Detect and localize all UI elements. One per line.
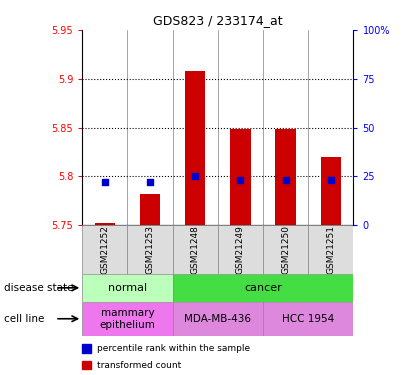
Bar bbox=[185, 71, 206, 225]
Text: transformed count: transformed count bbox=[97, 361, 182, 370]
Bar bbox=[95, 223, 115, 225]
Text: mammary
epithelium: mammary epithelium bbox=[99, 308, 155, 330]
Bar bbox=[82, 225, 127, 274]
Title: GDS823 / 233174_at: GDS823 / 233174_at bbox=[153, 15, 283, 27]
Text: normal: normal bbox=[108, 283, 147, 293]
Text: cell line: cell line bbox=[4, 314, 44, 324]
Bar bbox=[82, 274, 173, 302]
Bar bbox=[173, 274, 353, 302]
Text: disease state: disease state bbox=[4, 283, 74, 293]
Point bbox=[102, 179, 108, 185]
Bar bbox=[321, 157, 341, 225]
Text: GSM21252: GSM21252 bbox=[100, 225, 109, 274]
Text: GSM21253: GSM21253 bbox=[145, 225, 155, 274]
Point bbox=[147, 179, 153, 185]
Bar bbox=[263, 302, 353, 336]
Bar bbox=[173, 302, 263, 336]
Point bbox=[282, 177, 289, 183]
Bar bbox=[173, 225, 218, 274]
Bar bbox=[230, 129, 251, 225]
Point bbox=[328, 177, 334, 183]
Bar bbox=[140, 194, 160, 225]
Point bbox=[237, 177, 244, 183]
Text: GSM21249: GSM21249 bbox=[236, 225, 245, 274]
Bar bbox=[308, 225, 353, 274]
Text: percentile rank within the sample: percentile rank within the sample bbox=[97, 344, 251, 353]
Text: MDA-MB-436: MDA-MB-436 bbox=[184, 314, 252, 324]
Bar bbox=[82, 302, 173, 336]
Text: cancer: cancer bbox=[244, 283, 282, 293]
Text: GSM21250: GSM21250 bbox=[281, 225, 290, 274]
Bar bbox=[275, 129, 296, 225]
Text: GSM21248: GSM21248 bbox=[191, 225, 200, 274]
Text: HCC 1954: HCC 1954 bbox=[282, 314, 335, 324]
Bar bbox=[127, 225, 173, 274]
Text: GSM21251: GSM21251 bbox=[326, 225, 335, 274]
Point bbox=[192, 173, 199, 179]
Bar bbox=[218, 225, 263, 274]
Bar bbox=[263, 225, 308, 274]
